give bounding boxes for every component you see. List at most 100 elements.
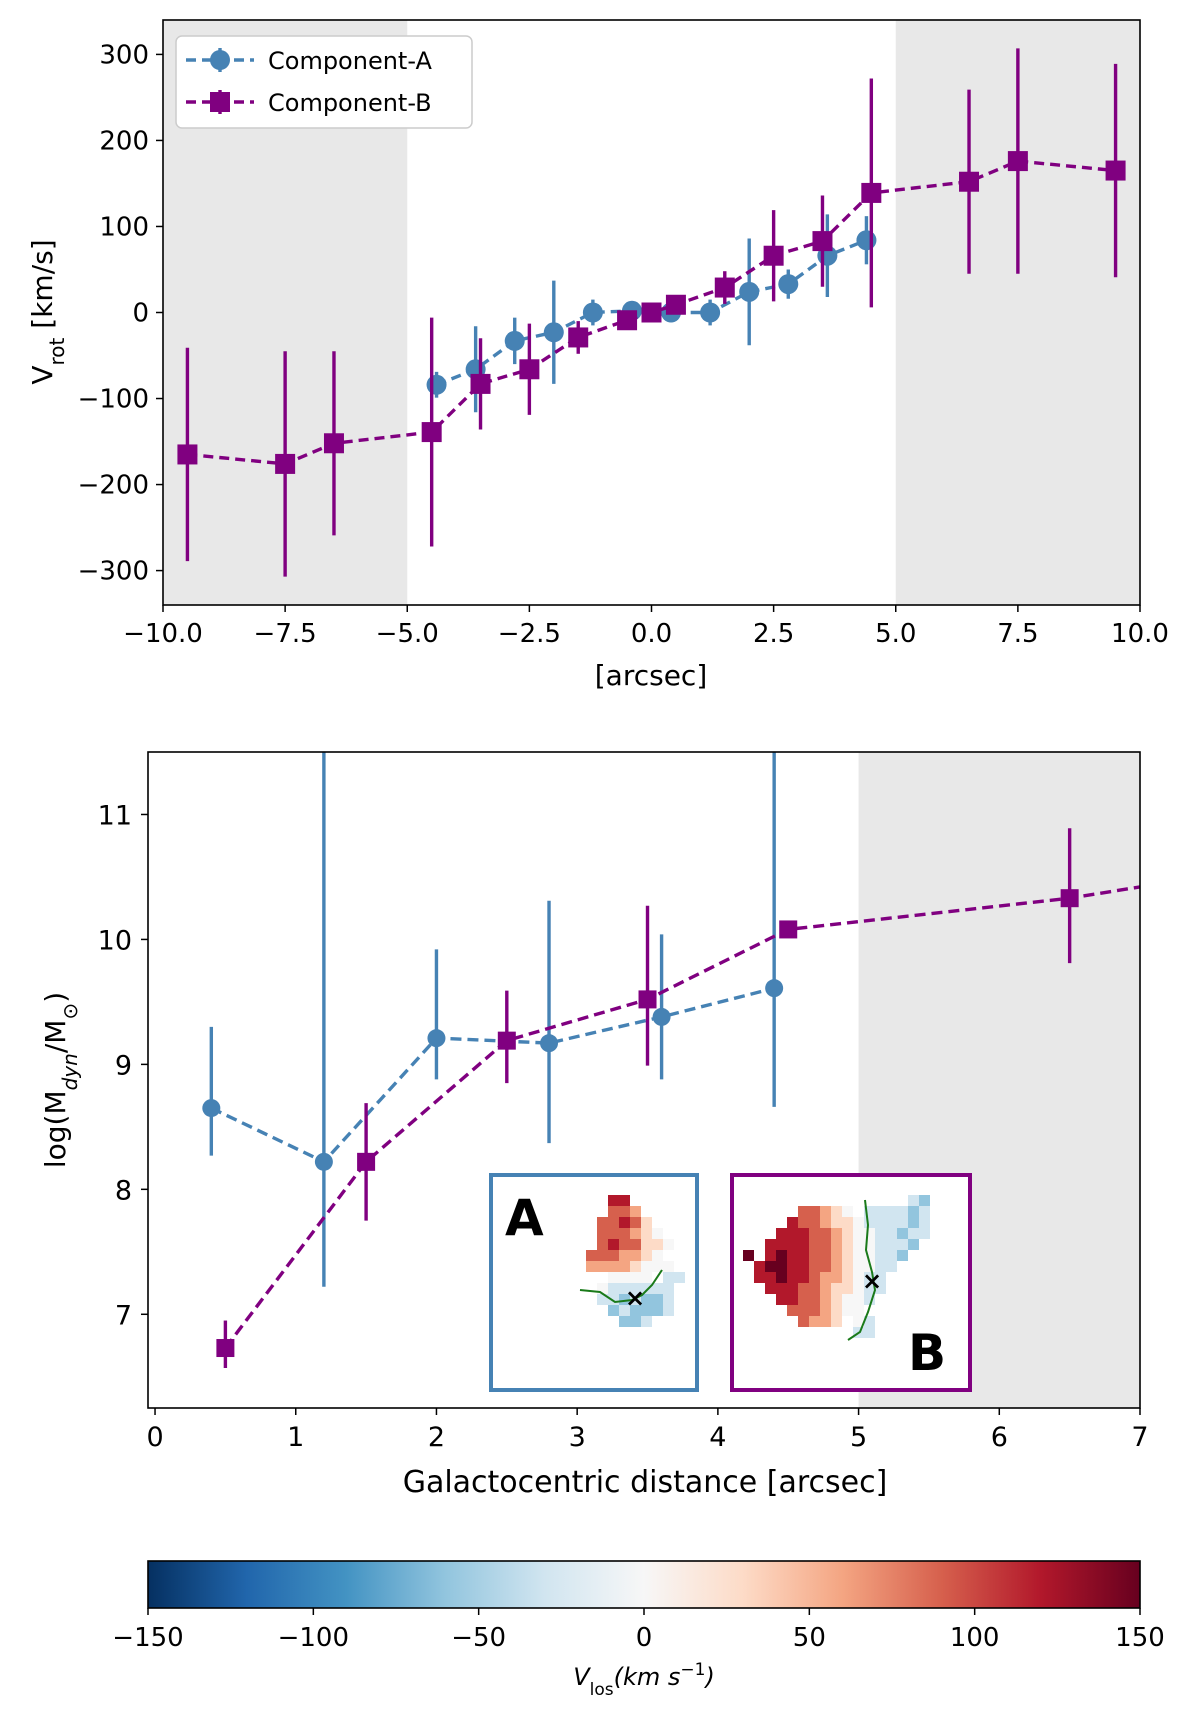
rotation-curve-xlabel: [arcsec] <box>595 659 708 692</box>
inset-b-label: B <box>908 1324 946 1382</box>
inset-b-pixel <box>897 1217 908 1228</box>
data-point-b <box>216 1339 235 1358</box>
inset-b-pixel <box>875 1228 886 1239</box>
inset-b-pixel <box>809 1305 820 1316</box>
inset-a-pixel <box>630 1217 641 1228</box>
inset-b-pixel <box>864 1250 875 1261</box>
rotation-curve-series <box>177 48 1126 577</box>
inset-a-pixel <box>597 1283 608 1294</box>
inset-b-pixel <box>842 1250 853 1261</box>
inset-b-pixel <box>831 1283 842 1294</box>
inset-b-pixel <box>864 1283 875 1294</box>
inset-b-pixel <box>831 1316 842 1327</box>
data-point-b <box>421 422 442 443</box>
inset-b-pixel <box>897 1206 908 1217</box>
inset-a-pixel <box>608 1283 619 1294</box>
inset-b-pixel <box>765 1283 776 1294</box>
data-point-b <box>638 990 657 1009</box>
inset-a-pixel <box>619 1294 630 1305</box>
inset-a-pixel <box>608 1217 619 1228</box>
inset-b-pixel <box>831 1261 842 1272</box>
data-point-a <box>778 274 799 295</box>
inset-a-pixel <box>663 1239 674 1250</box>
inset-b-pixel <box>831 1239 842 1250</box>
inset-b-pixel <box>842 1206 853 1217</box>
inset-b-pixel <box>820 1283 831 1294</box>
data-point-b <box>641 302 662 323</box>
colorbar-tick-label: −150 <box>112 1623 183 1653</box>
data-point-b <box>470 373 491 394</box>
inset-b-pixel <box>798 1294 809 1305</box>
inset-a-pixel <box>641 1305 652 1316</box>
inset-a-pixel <box>630 1294 641 1305</box>
inset-b-pixel <box>897 1250 908 1261</box>
inset-b-pixel <box>842 1228 853 1239</box>
inset-a-pixel <box>608 1239 619 1250</box>
inset-b-pixel <box>787 1250 798 1261</box>
data-point-a <box>652 1007 671 1026</box>
inset-a-pixel <box>630 1239 641 1250</box>
inset-a-pixel <box>619 1228 630 1239</box>
colorbar-tick-label: 0 <box>636 1623 653 1653</box>
inset-a-pixel <box>630 1261 641 1272</box>
data-point-a <box>765 979 784 998</box>
inset-b-pixel <box>831 1206 842 1217</box>
inset-b-pixel <box>897 1228 908 1239</box>
inset-a-pixel <box>619 1261 630 1272</box>
inset-b-pixel <box>864 1217 875 1228</box>
inset-b-pixel <box>908 1217 919 1228</box>
inset-b-pixel <box>754 1272 765 1283</box>
y-tick-label: 9 <box>115 1050 132 1081</box>
inset-b-pixel <box>776 1294 787 1305</box>
inset-a-pixel <box>619 1206 630 1217</box>
x-tick-label: 2 <box>428 1422 445 1453</box>
inset-b-pixel <box>798 1316 809 1327</box>
data-point-a <box>739 281 760 302</box>
data-point-b <box>323 433 344 454</box>
legend-label-a: Component-A <box>268 47 432 75</box>
inset-b-pixel <box>787 1294 798 1305</box>
x-tick-label: 3 <box>569 1422 586 1453</box>
inset-b-pixel <box>798 1239 809 1250</box>
inset-a-pixel <box>608 1206 619 1217</box>
inset-b-pixel <box>798 1261 809 1272</box>
data-point-a <box>540 1034 559 1053</box>
rotation-curve-ylabel: Vrot [km/s] <box>26 239 69 384</box>
colorbar-tick-label: −50 <box>451 1623 506 1653</box>
inset-b-pixel <box>776 1250 787 1261</box>
inset-b-pixel <box>798 1272 809 1283</box>
dynamical-mass-panel: × A × B 0 1 2 3 4 5 6 7 7 8 9 10 11 Galactocentric d… <box>39 751 1149 1500</box>
inset-a-pixel <box>630 1250 641 1261</box>
inset-a-pixel <box>641 1261 652 1272</box>
inset-b-pixel <box>787 1217 798 1228</box>
inset-a-frame <box>489 1173 699 1392</box>
inset-b-pixel <box>842 1239 853 1250</box>
inset-b-pixel <box>864 1239 875 1250</box>
x-tick-label: 7.5 <box>997 619 1038 649</box>
x-tick-label: 5.0 <box>875 619 916 649</box>
inset-b-pixel <box>842 1294 853 1305</box>
inset-a-pixel <box>663 1294 674 1305</box>
inset-b-pixel <box>754 1261 765 1272</box>
data-point-b <box>1105 160 1126 181</box>
legend-marker-b <box>210 92 230 112</box>
inset-b-pixel <box>820 1239 831 1250</box>
inset-b-pixel <box>798 1283 809 1294</box>
inset-a-pixel <box>630 1305 641 1316</box>
inset-a-pixel <box>619 1316 630 1327</box>
data-point-a <box>427 1029 446 1048</box>
inset-a-pixel <box>641 1283 652 1294</box>
inset-b-pixel <box>831 1228 842 1239</box>
inset-b-pixel <box>875 1283 886 1294</box>
inset-b-pixel <box>908 1195 919 1206</box>
data-point-a <box>700 302 721 323</box>
inset-b-pixel <box>798 1206 809 1217</box>
legend-entry-component-a: Component-A <box>186 47 432 75</box>
inset-a-pixel <box>619 1283 630 1294</box>
velocity-colorbar: −150 −100 −50 0 50 100 150 Vlos(km s−1) <box>112 1560 1165 1700</box>
inset-a-zero-velocity-contour <box>579 1269 663 1304</box>
x-tick-label: −10.0 <box>123 619 203 649</box>
inset-a-pixel <box>652 1261 663 1272</box>
inset-b-pixel <box>776 1239 787 1250</box>
